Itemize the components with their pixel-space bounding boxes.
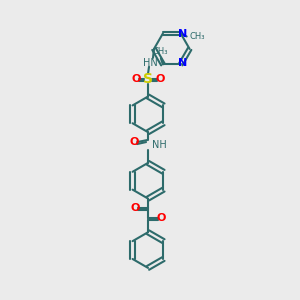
Text: O: O <box>131 74 141 84</box>
Text: S: S <box>143 72 153 86</box>
Text: N: N <box>178 58 187 68</box>
Text: CH₃: CH₃ <box>190 32 205 41</box>
Text: O: O <box>130 203 140 214</box>
Text: NH: NH <box>152 140 166 150</box>
Text: O: O <box>130 137 139 147</box>
Text: N: N <box>178 29 187 40</box>
Text: O: O <box>155 74 165 84</box>
Text: CH₃: CH₃ <box>152 47 168 56</box>
Text: O: O <box>156 213 166 224</box>
Text: HN: HN <box>142 58 158 68</box>
